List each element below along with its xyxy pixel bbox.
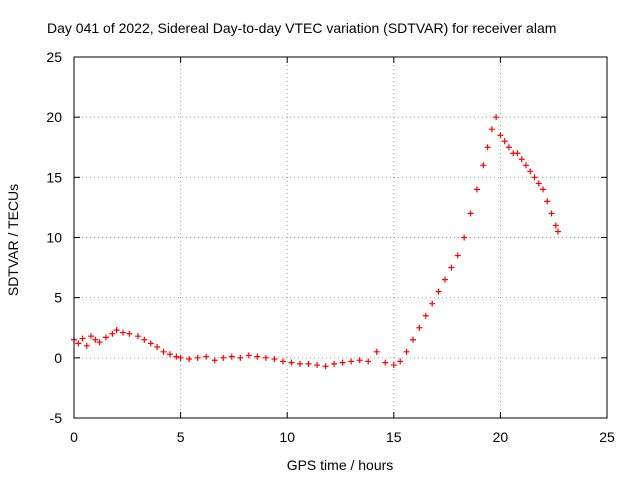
data-point [480, 162, 487, 169]
data-point [237, 354, 244, 361]
data-point [365, 358, 372, 365]
data-point [228, 353, 235, 360]
data-point [397, 358, 404, 365]
data-point [92, 336, 99, 343]
data-point [531, 174, 538, 181]
data-point [484, 144, 491, 151]
data-point [514, 150, 521, 157]
data-point [448, 264, 455, 271]
data-point [245, 352, 252, 359]
data-point [96, 339, 103, 346]
data-point [535, 180, 542, 187]
data-point [254, 353, 261, 360]
data-point [416, 324, 423, 331]
data-point [141, 336, 148, 343]
data-point [126, 330, 133, 337]
data-points [71, 114, 561, 370]
data-point [288, 359, 295, 366]
data-point [554, 228, 561, 235]
y-tick-label: 0 [54, 350, 62, 366]
data-point [305, 360, 312, 367]
data-point [373, 348, 380, 355]
data-point [296, 360, 303, 367]
data-point [422, 312, 429, 319]
data-point [203, 353, 210, 360]
data-point [147, 340, 154, 347]
x-tick-label: 10 [279, 429, 295, 445]
data-point [356, 357, 363, 364]
data-point [314, 362, 321, 369]
data-point [518, 156, 525, 163]
data-point [271, 356, 278, 363]
y-tick-label: 20 [46, 109, 62, 125]
grid-lines [74, 57, 607, 418]
data-point [505, 144, 512, 151]
data-point [454, 252, 461, 259]
data-point [488, 126, 495, 133]
x-tick-label: 0 [70, 429, 78, 445]
data-point [211, 357, 218, 364]
data-point [429, 300, 436, 307]
y-tick-label: 10 [46, 230, 62, 246]
y-tick-label: 15 [46, 169, 62, 185]
x-tick-label: 15 [386, 429, 402, 445]
data-point [88, 333, 95, 340]
data-point [177, 354, 184, 361]
data-point [322, 363, 329, 370]
x-axis-label: GPS time / hours [287, 457, 394, 473]
data-point [120, 329, 127, 336]
data-point [497, 132, 504, 139]
data-point [390, 362, 397, 369]
data-point [409, 336, 416, 343]
data-point [441, 276, 448, 283]
data-point [527, 168, 534, 175]
data-point [540, 186, 547, 193]
data-point [262, 354, 269, 361]
data-point [109, 330, 116, 337]
data-point [435, 288, 442, 295]
data-point [339, 359, 346, 366]
data-point [173, 353, 180, 360]
data-point [186, 356, 193, 363]
data-point [544, 198, 551, 205]
data-point [473, 186, 480, 193]
data-point [113, 327, 120, 334]
y-tick-label: -5 [50, 410, 63, 426]
data-point [461, 234, 468, 241]
x-tick-label: 25 [599, 429, 615, 445]
data-point [493, 114, 500, 121]
data-point [194, 354, 201, 361]
data-point [83, 342, 90, 349]
axis-ticks: 0 5 10 15 20 25 -5 0 5 10 15 20 25 [46, 49, 615, 445]
data-point [79, 335, 86, 342]
data-point [331, 360, 338, 367]
data-point [160, 348, 167, 355]
data-point [75, 340, 82, 347]
y-tick-label: 5 [54, 290, 62, 306]
x-tick-label: 5 [177, 429, 185, 445]
data-point [522, 162, 529, 169]
plot-frame [73, 56, 608, 419]
data-point [220, 354, 227, 361]
y-tick-label: 25 [46, 49, 62, 65]
data-point [279, 358, 286, 365]
data-point [403, 348, 410, 355]
data-point [552, 222, 559, 229]
y-axis-label: SDTVAR / TECUs [5, 184, 21, 296]
data-point [467, 210, 474, 217]
data-point [348, 358, 355, 365]
data-point [166, 351, 173, 358]
chart-title: Day 041 of 2022, Sidereal Day-to-day VTE… [47, 20, 556, 36]
x-tick-label: 20 [493, 429, 509, 445]
data-point [548, 210, 555, 217]
data-point [154, 344, 161, 351]
data-point [102, 334, 109, 341]
data-point [382, 359, 389, 366]
data-point [501, 138, 508, 145]
data-point [134, 333, 141, 340]
